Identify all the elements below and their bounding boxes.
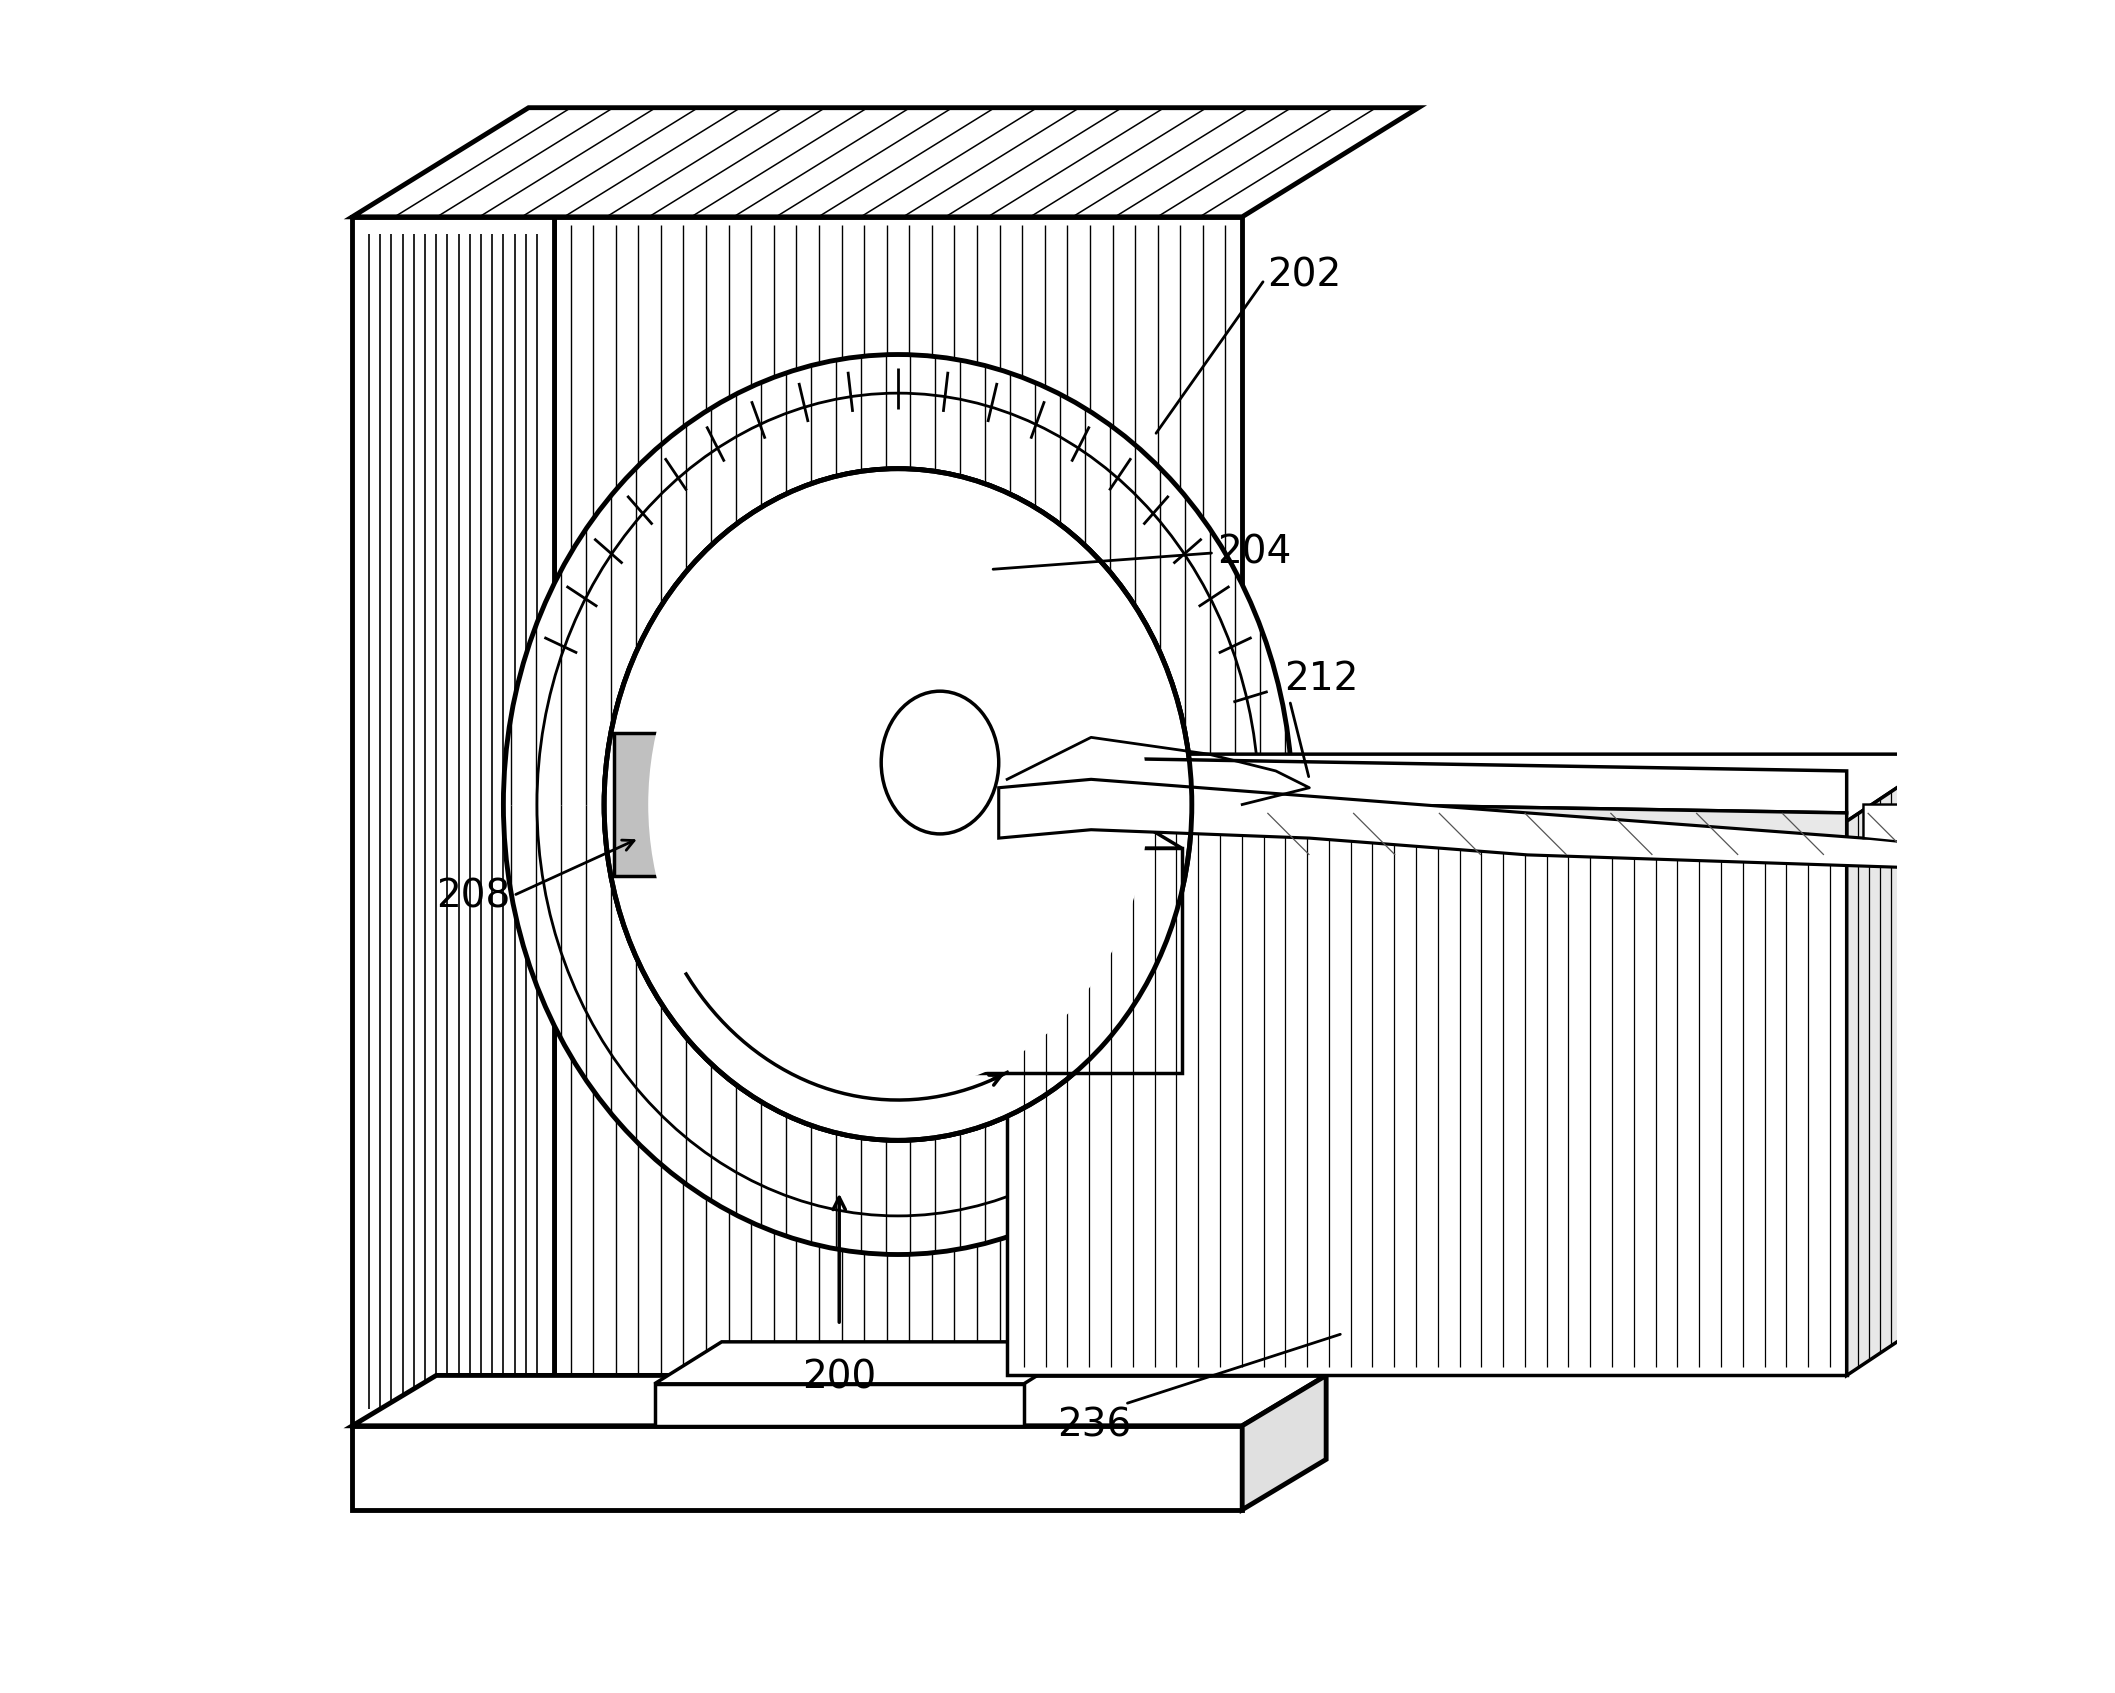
Polygon shape (353, 217, 554, 1426)
Ellipse shape (882, 691, 998, 835)
Ellipse shape (503, 354, 1292, 1255)
Ellipse shape (647, 520, 1148, 1090)
Polygon shape (1846, 753, 1948, 1375)
Polygon shape (1242, 1375, 1326, 1510)
Polygon shape (1863, 796, 1982, 846)
Polygon shape (353, 1426, 1242, 1510)
Polygon shape (973, 848, 1182, 1073)
Polygon shape (353, 108, 1419, 217)
Polygon shape (554, 217, 1242, 1426)
Text: 236: 236 (1058, 1334, 1341, 1444)
Polygon shape (654, 1343, 1091, 1383)
Polygon shape (1007, 821, 1846, 1375)
Polygon shape (613, 733, 664, 875)
Polygon shape (353, 1375, 1326, 1426)
Polygon shape (948, 637, 1032, 687)
Text: 212: 212 (1284, 660, 1358, 777)
Polygon shape (654, 1383, 1024, 1426)
Text: 204: 204 (994, 533, 1292, 572)
Polygon shape (1007, 753, 1948, 821)
Text: 200: 200 (802, 1358, 876, 1397)
Text: 202: 202 (1157, 257, 1341, 433)
Polygon shape (857, 796, 1846, 838)
Polygon shape (1982, 796, 2073, 846)
Text: 208: 208 (436, 840, 634, 916)
Polygon shape (998, 779, 2030, 872)
Ellipse shape (605, 469, 1193, 1141)
Ellipse shape (658, 530, 1140, 1080)
Polygon shape (857, 753, 1846, 813)
Ellipse shape (605, 469, 1193, 1141)
Polygon shape (931, 848, 973, 1073)
Polygon shape (931, 818, 1182, 848)
